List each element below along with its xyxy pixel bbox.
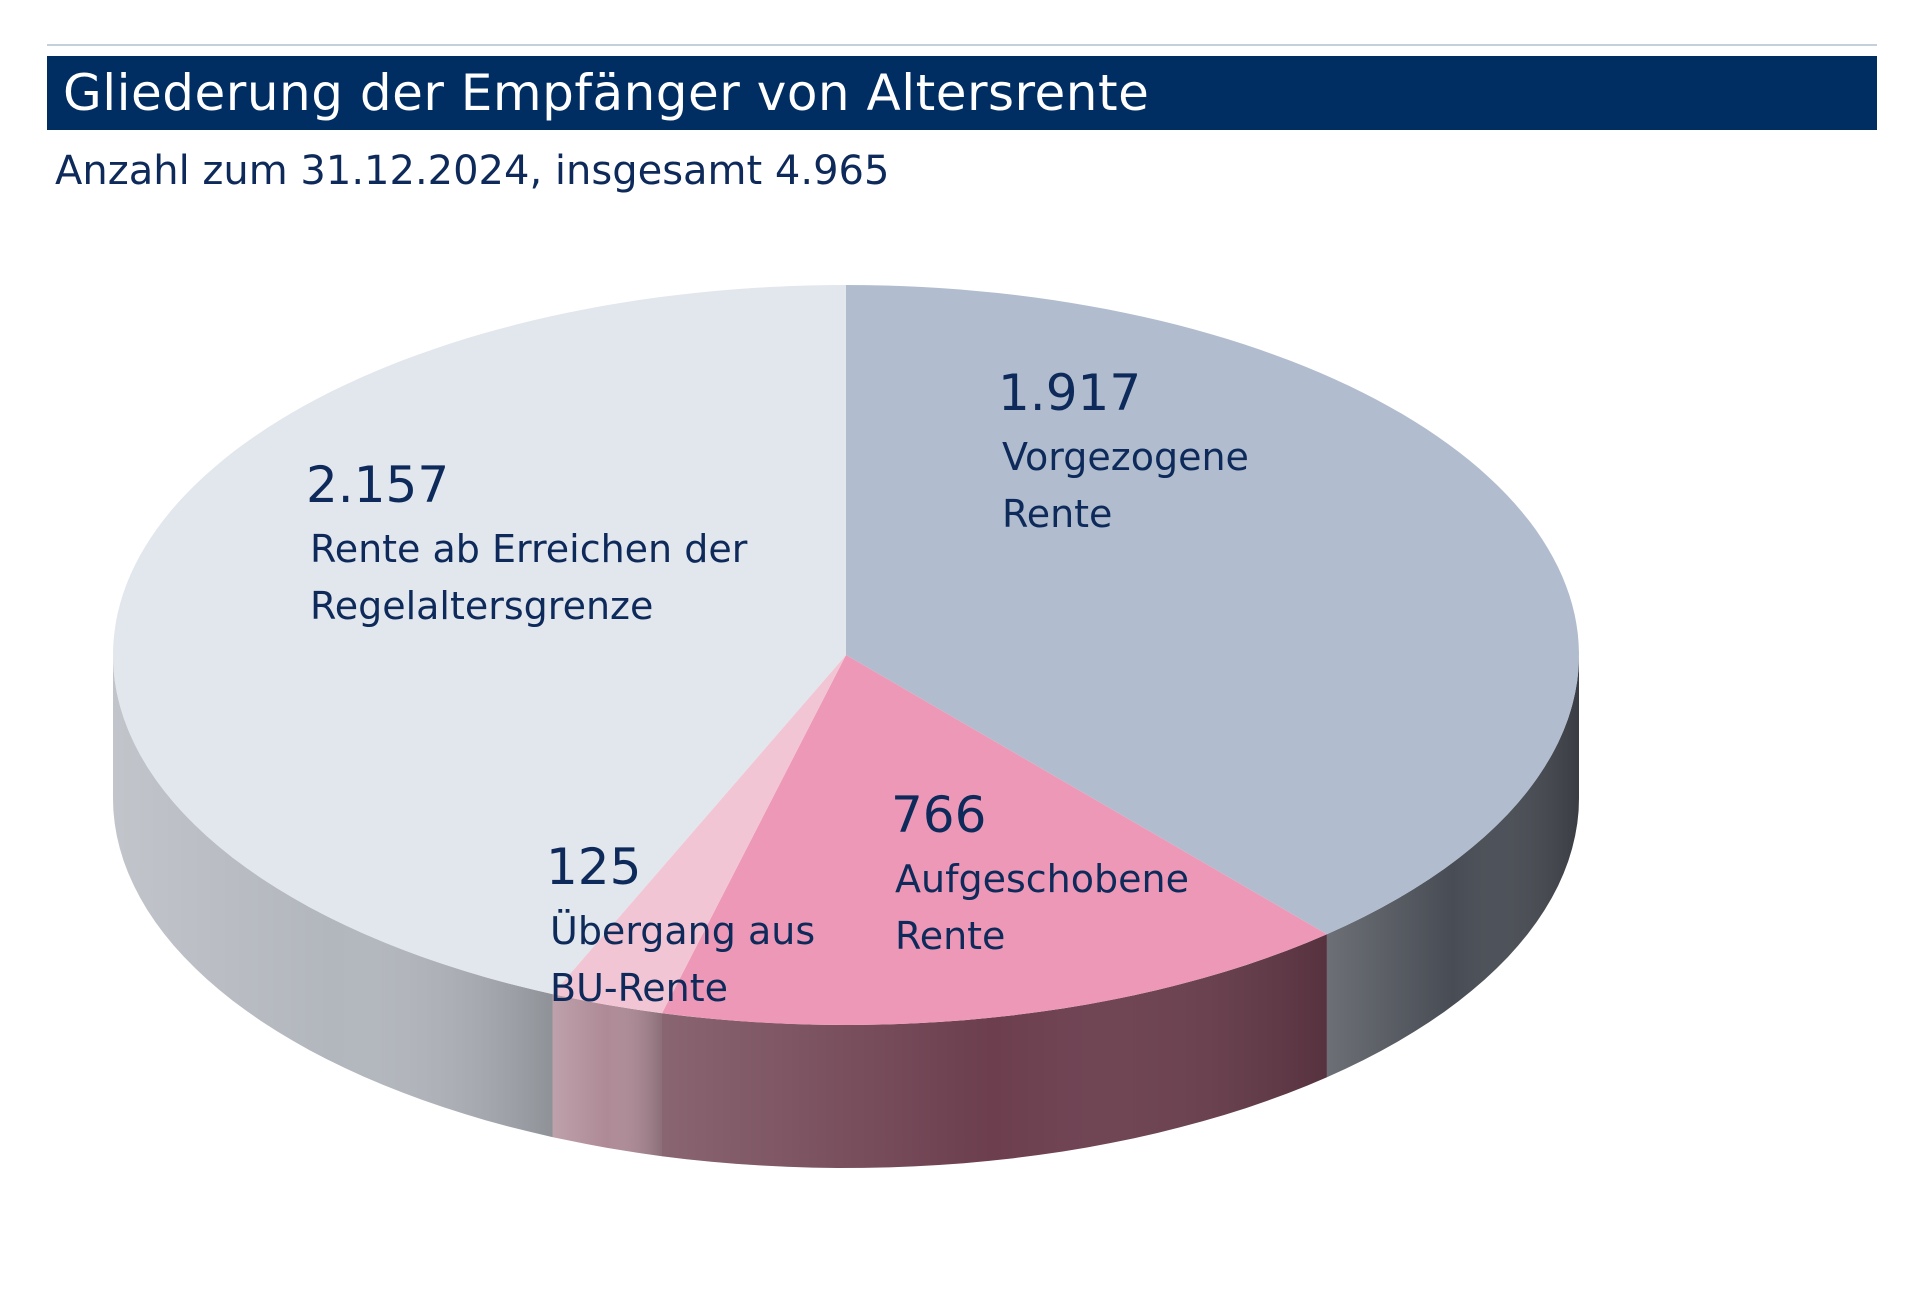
- chart-subtitle: Anzahl zum 31.12.2024, insgesamt 4.965: [55, 148, 890, 194]
- pie-tops: [113, 285, 1579, 1025]
- slice-value-label-3: 2.157: [306, 456, 449, 514]
- slice-value-label-0: 1.917: [998, 364, 1141, 422]
- slice-name-label-0-0: Vorgezogene: [1002, 435, 1249, 479]
- slice-name-label-3-0: Rente ab Erreichen der: [310, 527, 748, 571]
- chart-title: Gliederung der Empfänger von Altersrente: [63, 64, 1150, 122]
- slice-value-label-1: 766: [891, 786, 986, 844]
- pie-slice-0: [846, 285, 1579, 935]
- pie-sides: [113, 655, 1579, 1168]
- pie-slice-3: [113, 285, 846, 995]
- pie-side-shade-3: [113, 655, 553, 1138]
- slice-name-label-1-0: Aufgeschobene: [895, 857, 1189, 901]
- pie-side-shade-2: [552, 994, 662, 1157]
- pie-side-shade-0: [1326, 655, 1579, 1078]
- slice-name-label-2-1: BU-Rente: [550, 966, 728, 1010]
- slice-name-label-0-1: Rente: [1002, 492, 1112, 536]
- pie-slice-2: [552, 655, 846, 1014]
- slice-name-label-2-0: Übergang aus: [550, 909, 815, 953]
- pie-slice-1: [662, 655, 1327, 1025]
- slice-value-label-2: 125: [546, 838, 641, 896]
- title-bar: Gliederung der Empfänger von Altersrente: [47, 56, 1877, 130]
- pie-side-shade-1: [662, 934, 1327, 1168]
- pie-labels: 1.917 Vorgezogene Rente 766 Aufgeschobene Ren…: [306, 364, 1249, 1010]
- slice-name-label-3-1: Regelaltersgrenze: [310, 584, 653, 628]
- top-rule: [47, 44, 1877, 46]
- slice-name-label-1-1: Rente: [895, 914, 1005, 958]
